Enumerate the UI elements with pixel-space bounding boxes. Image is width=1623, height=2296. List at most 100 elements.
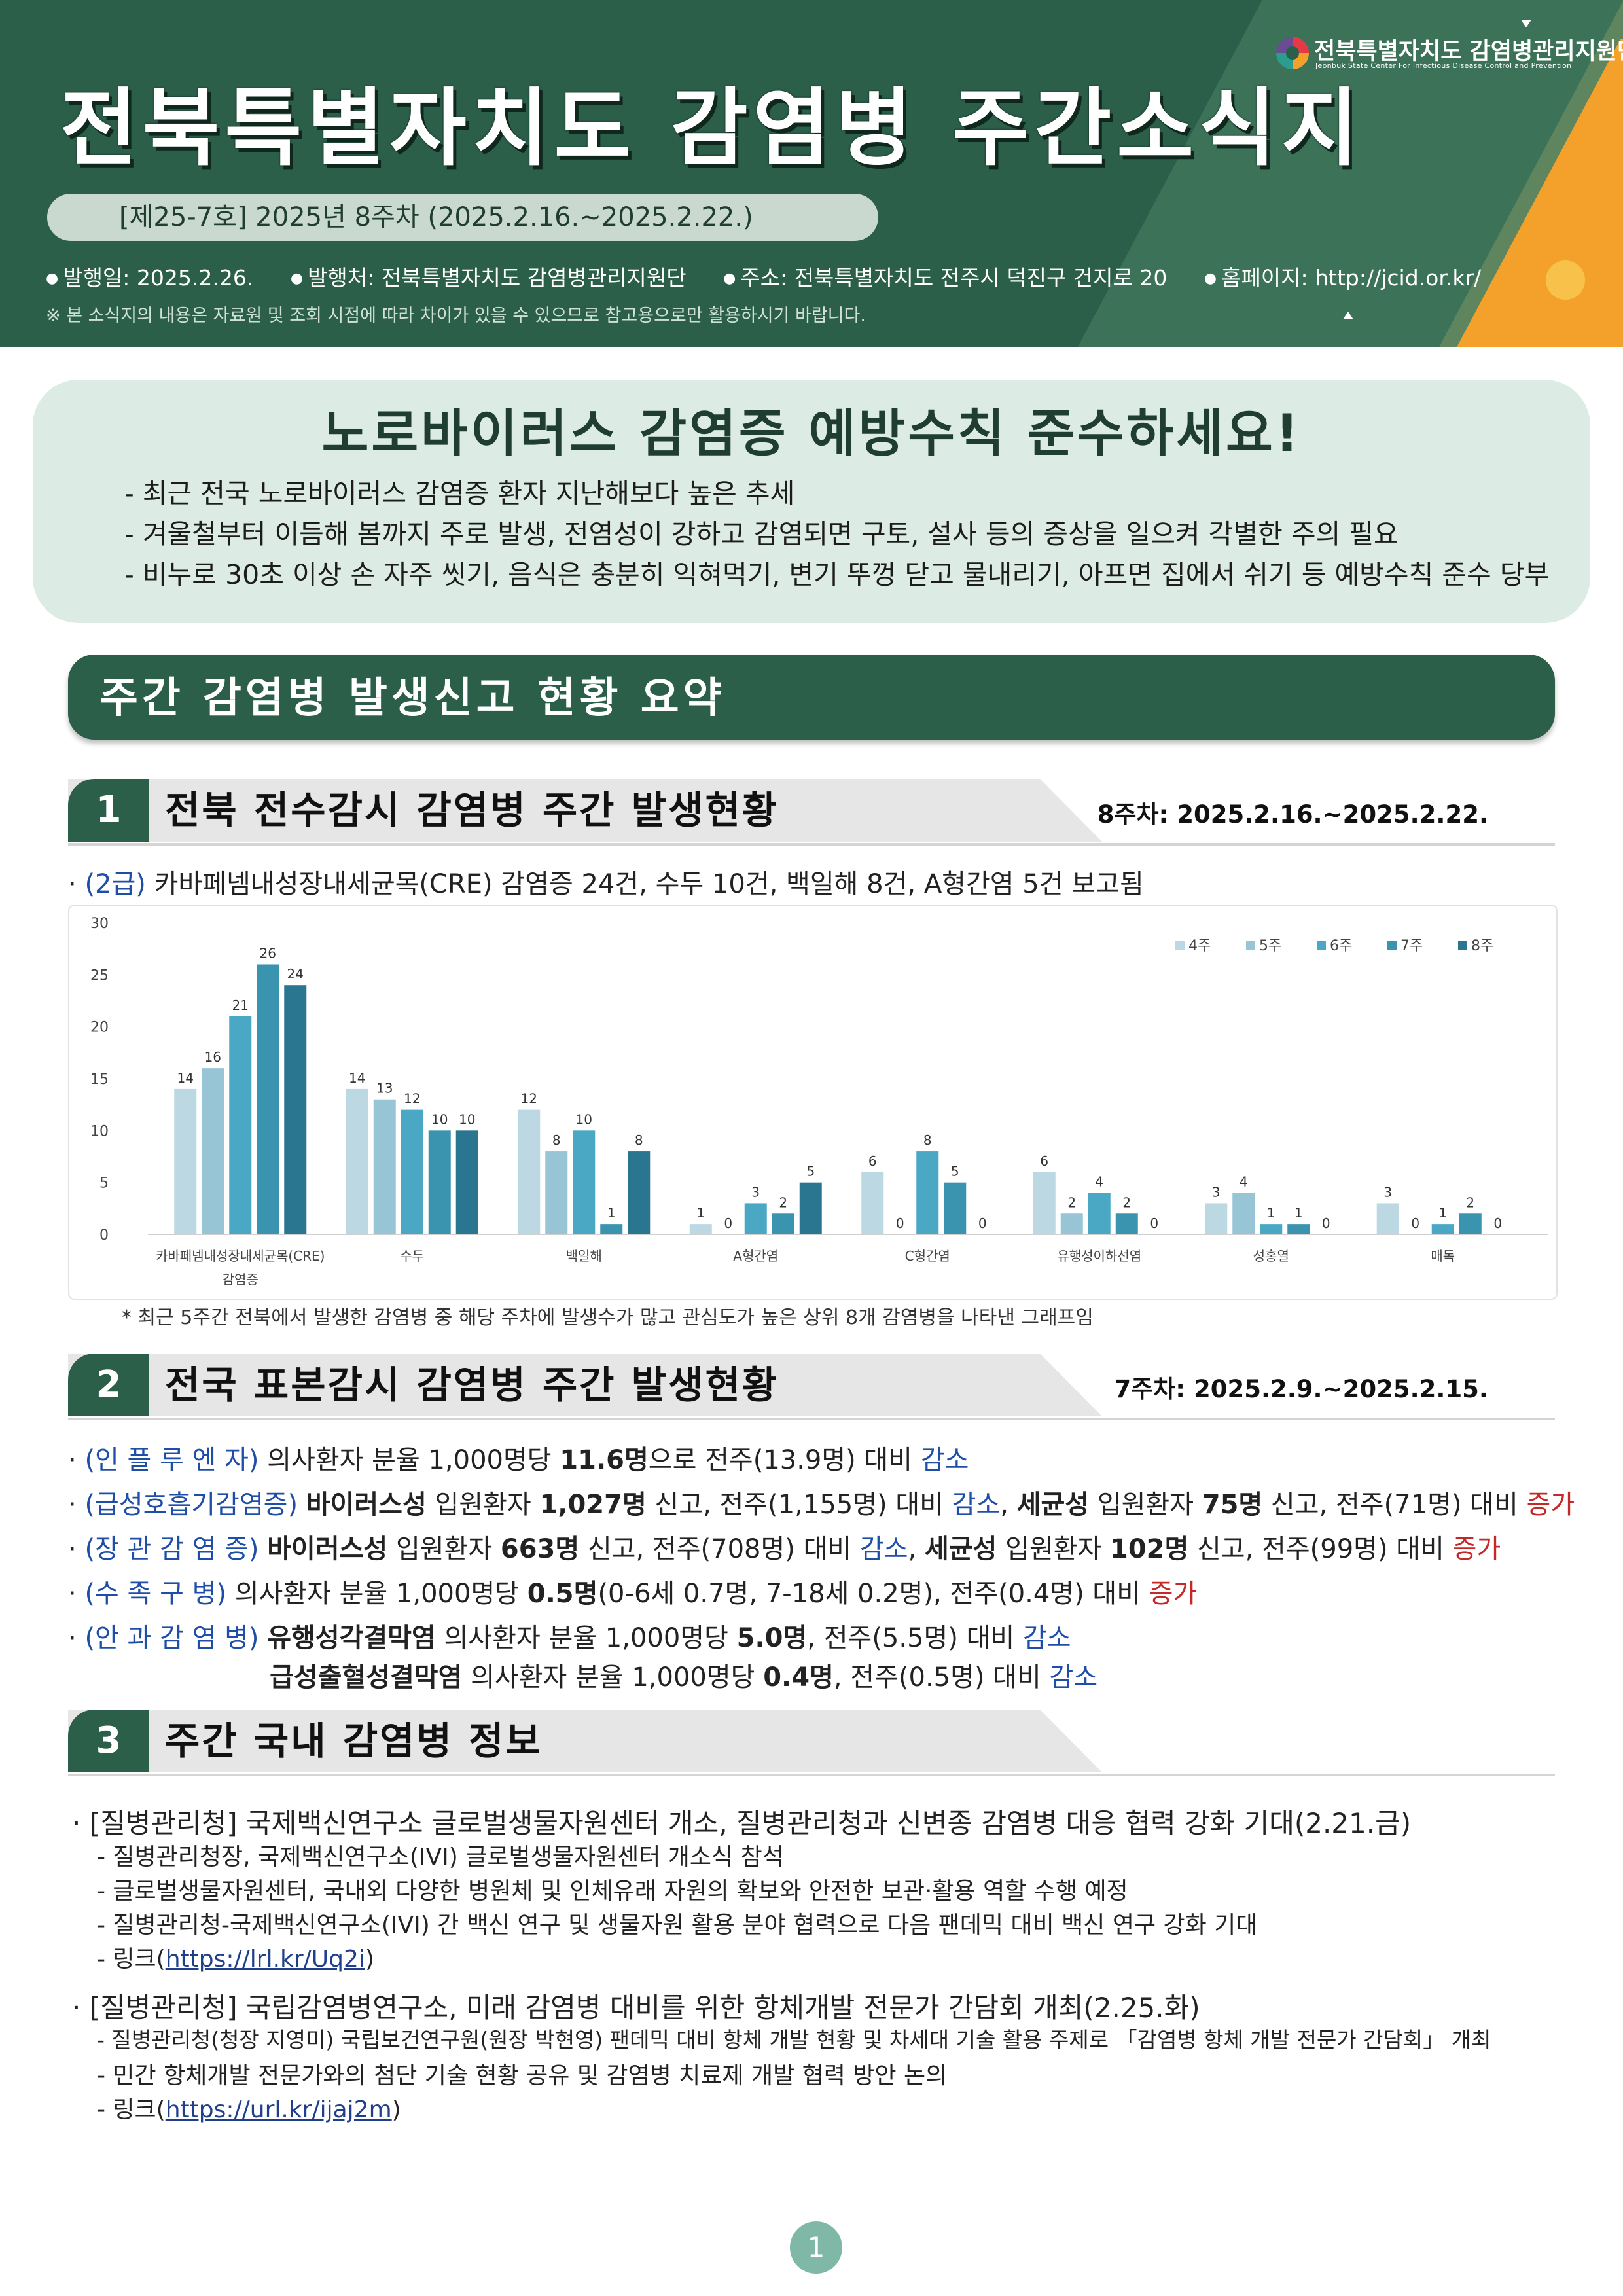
data-label: 8 (923, 1132, 932, 1148)
norovirus-title: 노로바이러스 감염증 예방수칙 준수하세요! (321, 404, 1302, 463)
data-label: 0 (1411, 1215, 1419, 1231)
line-text: , 전주(5.5명) 대비 (807, 1623, 1023, 1653)
data-label: 12 (521, 1091, 537, 1107)
disease-category: (수 족 구 병) (84, 1579, 226, 1609)
line-text: 102명 (1110, 1534, 1189, 1564)
legend-label: 8주 (1471, 938, 1493, 954)
section-1-summary: · (2급) 카바페넴내성장내세균목(CRE) 감염증 24건, 수두 10건,… (68, 869, 1144, 899)
org-logo: 전북특별자치도 감염병관리지원단 Jeonbuk State Center Fo… (1276, 33, 1623, 79)
data-label: 12 (404, 1091, 420, 1107)
data-label: 0 (724, 1215, 732, 1231)
line-text: 의사환자 분율 1,000명당 (435, 1623, 737, 1653)
disease-category: (인 플 루 엔 자) (84, 1445, 259, 1475)
bar (628, 1151, 651, 1234)
news-link[interactable]: https://url.kr/ijaj2m (165, 2096, 392, 2123)
data-label: 1 (1267, 1205, 1275, 1221)
norovirus-callout (33, 380, 1590, 623)
address: 주소: 전북특별자치도 전주시 덕진구 건지로 20 (723, 265, 1167, 291)
section-number: 1 (68, 779, 149, 842)
bar (1376, 1203, 1399, 1234)
data-label: 10 (431, 1111, 448, 1127)
line-text: 75명 (1202, 1490, 1263, 1520)
legend-label: 7주 (1400, 938, 1423, 954)
data-label: 0 (1322, 1215, 1330, 1231)
y-tick-label: 30 (90, 916, 109, 932)
category-label: 성홍열 (1253, 1248, 1289, 1264)
category-label: 수두 (400, 1248, 424, 1264)
bar (1431, 1224, 1454, 1234)
category-label: 유행성이하선염 (1057, 1248, 1141, 1264)
homepage-link[interactable]: 홈페이지: http://jcid.or.kr/ (1204, 265, 1481, 291)
data-label: 0 (1493, 1215, 1502, 1231)
y-tick-label: 20 (90, 1020, 109, 1036)
bar (401, 1109, 423, 1234)
bar (1060, 1213, 1083, 1234)
line-text: 바이러스성 (267, 1534, 388, 1564)
section-date: 7주차: 2025.2.9.~2025.2.15. (1114, 1375, 1488, 1403)
data-label: 2 (1067, 1194, 1076, 1210)
bar (1033, 1172, 1056, 1234)
data-label: 5 (951, 1164, 959, 1179)
norovirus-bullet: - 겨울철부터 이듬해 봄까지 주로 발생, 전염성이 강하고 감염되면 구토,… (124, 518, 1399, 550)
bar (916, 1151, 939, 1234)
category-label: C형간염 (905, 1248, 950, 1264)
data-label: 1 (696, 1205, 705, 1221)
news-item-title: · [질병관리청] 국제백신연구소 글로벌생물자원센터 개소, 질병관리청과 신… (72, 1807, 1412, 1839)
news-link[interactable]: https://lrl.kr/Uq2i (165, 1946, 365, 1973)
trend-label: 감소 (920, 1445, 969, 1475)
news-item-link-line: - 링크(https://url.kr/ijaj2m) (97, 2096, 401, 2123)
line-text: , (1000, 1490, 1017, 1520)
norovirus-bullet: - 최근 전국 노로바이러스 감염증 환자 지난해보다 높은 추세 (124, 478, 795, 509)
section-date: 8주차: 2025.2.16.~2025.2.22. (1097, 800, 1488, 829)
surveillance-line: · (수 족 구 병) 의사환자 분율 1,000명당 0.5명(0-6세 0.… (68, 1579, 1198, 1609)
news-item-title: · [질병관리청] 국립감염병연구소, 미래 감염병 대비를 위한 항체개발 전… (72, 1992, 1200, 2024)
bar (373, 1099, 396, 1234)
line-text: 의사환자 분율 1,000명당 (462, 1662, 764, 1693)
data-label: 13 (376, 1081, 393, 1096)
line-text: 1,027명 (539, 1490, 647, 1520)
data-label: 2 (1122, 1194, 1131, 1210)
news-item-link-line: - 링크(https://lrl.kr/Uq2i) (97, 1946, 374, 1973)
grade-label: (2급) (84, 869, 146, 899)
line-text: 신고, 전주(99명) 대비 (1188, 1534, 1453, 1564)
line-text: 신고, 전주(708명) 대비 (579, 1534, 860, 1564)
line-text: 663명 (500, 1534, 580, 1564)
legend-swatch (1387, 941, 1397, 950)
bar (1088, 1193, 1111, 1234)
decor-circle (1546, 260, 1585, 300)
page-number: 1 (790, 2221, 842, 2274)
bar (573, 1130, 596, 1234)
line-text: 유행성각결막염 (267, 1623, 436, 1653)
section-title: 전북 전수감시 감염병 주간 발생현황 (165, 788, 779, 833)
disclaimer-notice: ※ 본 소식지의 내용은 자료원 및 조회 시점에 따라 차이가 있을 수 있으… (46, 306, 866, 326)
legend-label: 6주 (1330, 938, 1352, 954)
summary-text: 카바페넴내성장내세균목(CRE) 감염증 24건, 수두 10건, 백일해 8건… (145, 869, 1144, 899)
category-label: 카바페넴내성장내세균목(CRE) (156, 1248, 325, 1264)
y-tick-label: 0 (99, 1227, 109, 1244)
bar (689, 1224, 712, 1234)
news-item-detail: - 글로벌생물자원센터, 국내외 다양한 병원체 및 인체유래 자원의 확보와 … (97, 1878, 1128, 1905)
data-label: 2 (1466, 1194, 1474, 1210)
data-label: 3 (1212, 1184, 1221, 1200)
line-text: , 전주(0.5명) 대비 (833, 1662, 1050, 1693)
surveillance-line: · (장 관 감 염 증) 바이러스성 입원환자 663명 신고, 전주(708… (68, 1534, 1501, 1564)
disease-category: (급성호흡기감염증) (84, 1490, 298, 1520)
data-label: 10 (459, 1111, 475, 1127)
line-text: (0-6세 0.7명, 7-18세 0.2명), 전주(0.4명) 대비 (597, 1579, 1149, 1609)
line-text: 신고, 전주(1,155명) 대비 (646, 1490, 952, 1520)
line-text: 세균성 (924, 1534, 997, 1564)
trend-label: 감소 (1022, 1623, 1071, 1653)
data-label: 26 (260, 945, 276, 961)
news-item-detail: - 민간 항체개발 전문가와의 첨단 기술 현황 공유 및 감염병 치료제 개발… (97, 2062, 948, 2089)
section-title: 전국 표본감시 감염병 주간 발생현황 (165, 1363, 779, 1407)
line-text: 11.6명 (560, 1445, 649, 1475)
bar (600, 1224, 623, 1234)
legend-swatch (1246, 941, 1255, 950)
trend-label: 감소 (859, 1534, 908, 1564)
data-label: 3 (1383, 1184, 1392, 1200)
bar (799, 1182, 822, 1234)
section-number: 3 (68, 1710, 149, 1772)
data-label: 6 (868, 1153, 877, 1169)
line-text: 으로 전주(13.9명) 대비 (648, 1445, 921, 1475)
data-label: 1 (1294, 1205, 1303, 1221)
